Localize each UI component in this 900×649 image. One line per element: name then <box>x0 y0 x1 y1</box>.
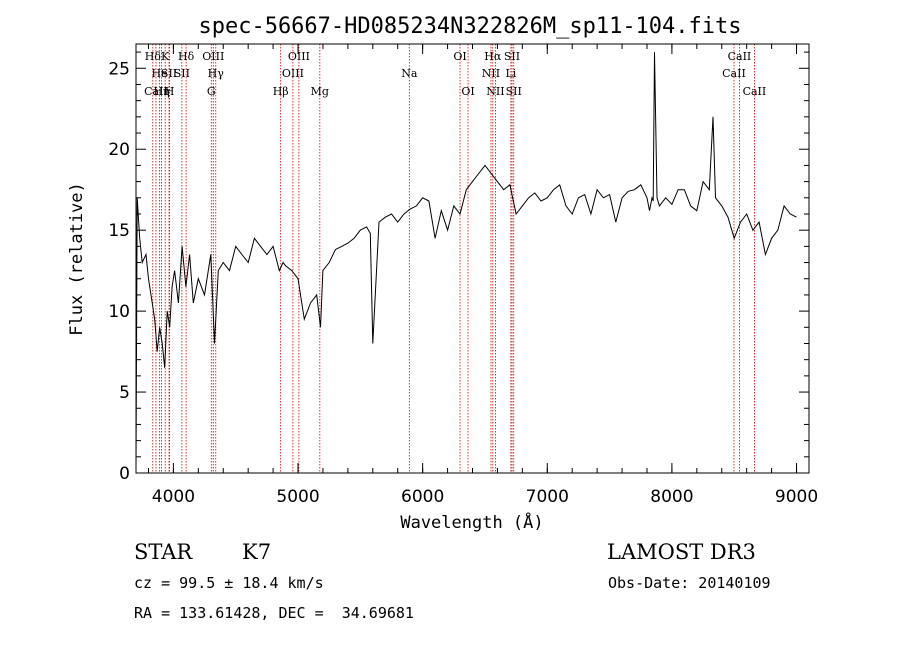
coordinates: RA = 133.61428, DEC = 34.69681 <box>134 604 414 622</box>
spectral-line-label-8: SII <box>174 67 190 80</box>
spectral-line-label-21: NII <box>486 85 504 98</box>
spectral-line-label-24: SII <box>506 85 522 98</box>
x-axis-ticks: 4000 5000 6000 7000 8000 9000 <box>147 44 818 507</box>
observation-date: Obs-Date: 20140109 <box>608 574 771 592</box>
redshift-value: cz = 99.5 ± 18.4 km/s <box>134 574 324 592</box>
spectral-line-label-27: CaII <box>743 85 767 98</box>
spectrum-series <box>135 52 797 465</box>
spectral-line-label-10: Hγ <box>208 67 225 80</box>
y-tick-label-5: 25 <box>108 59 130 79</box>
spectral-line-label-18: OI <box>461 85 474 98</box>
spectral-line-label-26: CaII <box>728 50 752 63</box>
spectral-line-label-6: H <box>165 85 175 98</box>
spectral-line-label-13: OIII <box>282 67 304 80</box>
x-tick-label-2: 6000 <box>401 487 444 507</box>
object-subclass: K7 <box>242 540 272 564</box>
y-tick-label-3: 15 <box>108 221 130 241</box>
survey-name: LAMOST DR3 <box>607 540 756 564</box>
chart-title: spec-56667-HD085234N322826M_sp11-104.fit… <box>198 14 741 39</box>
spectral-line-label-25: CaII <box>722 67 746 80</box>
spectrum-line-0 <box>135 52 797 465</box>
spectral-line-label-23: Li <box>505 67 516 80</box>
x-tick-label-4: 8000 <box>650 487 693 507</box>
spectral-line-label-15: Mg <box>311 85 329 98</box>
y-tick-label-4: 20 <box>108 140 130 160</box>
spectral-line-label-20: NII <box>482 67 500 80</box>
spectral-line-label-16: Na <box>401 67 418 80</box>
spectral-line-label-14: OIII <box>288 50 310 63</box>
spectral-line-label-0: Hδ <box>145 50 162 63</box>
x-tick-label-3: 7000 <box>526 487 569 507</box>
spectral-line-label-1: CaII <box>144 85 168 98</box>
y-axis-ticks: 0 5 10 15 20 25 <box>108 51 809 484</box>
y-tick-label-1: 5 <box>119 383 130 403</box>
spectral-line-label-11: G <box>207 85 216 98</box>
x-axis-label: Wavelength (Å) <box>400 511 543 533</box>
plot-frame <box>135 43 810 474</box>
spectral-line-label-22: SII <box>504 50 520 63</box>
spectral-line-label-3: Hη <box>153 85 169 98</box>
y-axis-label: Flux (relative) <box>67 182 87 336</box>
spectral-line-label-4: K <box>161 50 170 63</box>
x-tick-label-1: 5000 <box>276 487 319 507</box>
y-tick-label-0: 0 <box>119 464 130 484</box>
object-class: STAR <box>134 540 193 564</box>
spectral-line-label-19: Hα <box>484 50 502 63</box>
spectral-line-label-2: He <box>152 67 168 80</box>
x-tick-label-5: 9000 <box>775 487 818 507</box>
y-tick-label-2: 10 <box>108 302 130 322</box>
spectral-lines <box>152 44 755 473</box>
spectral-line-label-9: OIII <box>202 50 224 63</box>
spectral-line-label-7: Hδ <box>178 50 195 63</box>
x-tick-label-0: 4000 <box>152 487 195 507</box>
spectral-line-label-12: Hβ <box>273 85 289 98</box>
spectral-line-label-5: SII <box>161 67 177 80</box>
spectral-line-label-17: OI <box>453 50 466 63</box>
